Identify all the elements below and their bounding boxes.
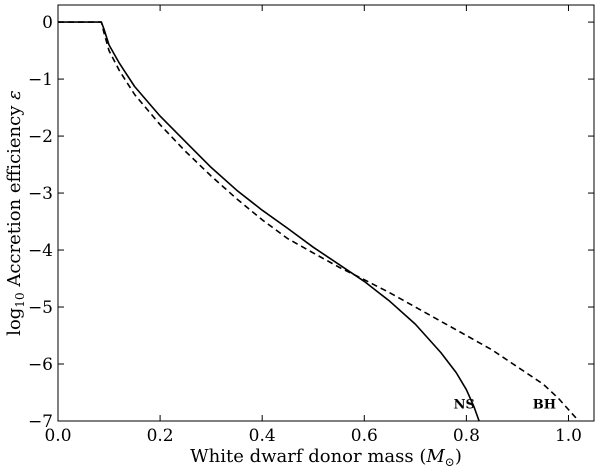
y-tick-label: −3: [28, 184, 53, 204]
annotation-layer: NS BH: [454, 397, 556, 412]
series-layer: [58, 21, 580, 422]
plot-frame: [57, 4, 595, 422]
y-axis-label: log10 Accretion efficiency ε: [4, 90, 27, 336]
y-tick-label: 0: [42, 13, 53, 33]
x-tick-label: 1.0: [555, 426, 582, 446]
y-tick-label: −6: [28, 355, 53, 375]
y-tick-label: −7: [28, 412, 53, 432]
y-tick-label: −4: [28, 241, 53, 261]
y-tick-label: −5: [28, 298, 53, 318]
x-tick-label: 0.8: [453, 426, 480, 446]
x-tick-label: 0.2: [147, 426, 174, 446]
tick-layer: 0.0 0.2 0.4 0.6 0.8 1.0 0 −1 −2 −3 −4 −5 −6 −7: [28, 5, 594, 446]
annotation-ns: NS: [454, 397, 475, 412]
x-tick-label: 0.4: [249, 426, 276, 446]
x-axis-label: White dwarf donor mass (M⊙): [190, 446, 462, 468]
x-tick-label: 0.6: [351, 426, 378, 446]
series-line-ns: [58, 21, 480, 422]
annotation-bh: BH: [533, 397, 556, 412]
y-tick-label: −2: [28, 127, 53, 147]
x-tick-label: 0.0: [44, 426, 71, 446]
y-tick-label: −1: [28, 70, 53, 90]
series-line-bh: [58, 21, 580, 422]
